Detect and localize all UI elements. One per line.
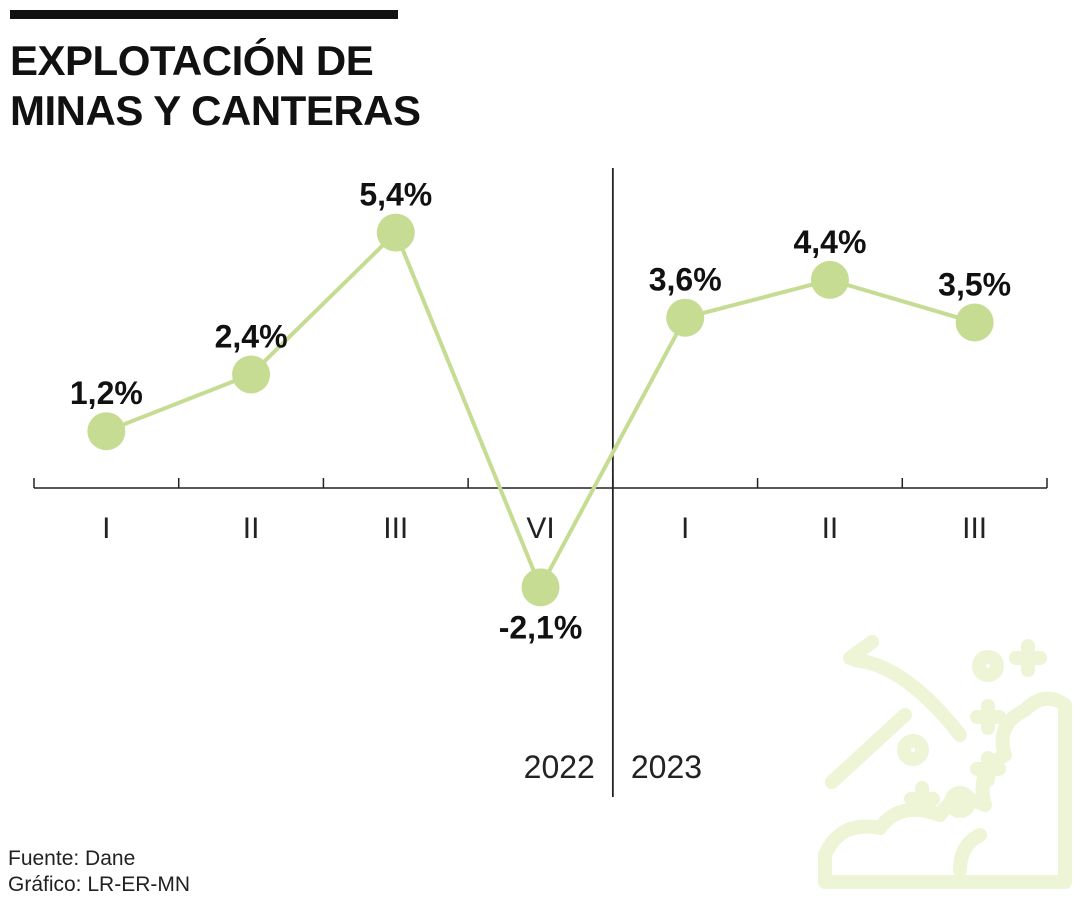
data-label: 4,4% [793, 224, 866, 260]
x-tick-label: III [962, 512, 987, 545]
source-line: Fuente: Dane [8, 847, 136, 870]
data-point [810, 260, 849, 299]
data-point [232, 355, 271, 394]
data-label: 3,5% [938, 266, 1011, 302]
chart-title: EXPLOTACIÓN DE MINAS Y CANTERAS [10, 36, 421, 136]
x-tick-label: II [822, 512, 839, 545]
axes [33, 168, 1048, 797]
top-rule [10, 10, 398, 19]
data-point [666, 298, 705, 337]
x-tick-label: I [681, 512, 689, 545]
data-label: -2,1% [499, 609, 583, 645]
x-tick-label: I [102, 512, 110, 545]
year-label: 2023 [631, 749, 702, 785]
credit-line: Gráfico: LR-ER-MN [8, 873, 191, 896]
data-points [87, 213, 994, 607]
x-tick-label: VI [526, 512, 554, 545]
x-tick-label: III [383, 512, 408, 545]
x-tick-label: II [243, 512, 260, 545]
data-label: 5,4% [359, 177, 432, 213]
data-label: 2,4% [215, 318, 288, 354]
source-note: Fuente: Dane Gráfico: LR-ER-MN [8, 846, 190, 898]
data-label: 3,6% [649, 262, 722, 298]
title-line-2: MINAS Y CANTERAS [10, 87, 421, 134]
data-point [87, 412, 126, 451]
data-label: 1,2% [70, 375, 143, 411]
title-line-1: EXPLOTACIÓN DE [10, 37, 374, 84]
year-label: 2022 [524, 749, 595, 785]
data-point [955, 303, 994, 342]
data-point [376, 213, 415, 252]
pickaxe-mining-icon [818, 635, 1072, 889]
data-point [521, 568, 560, 607]
